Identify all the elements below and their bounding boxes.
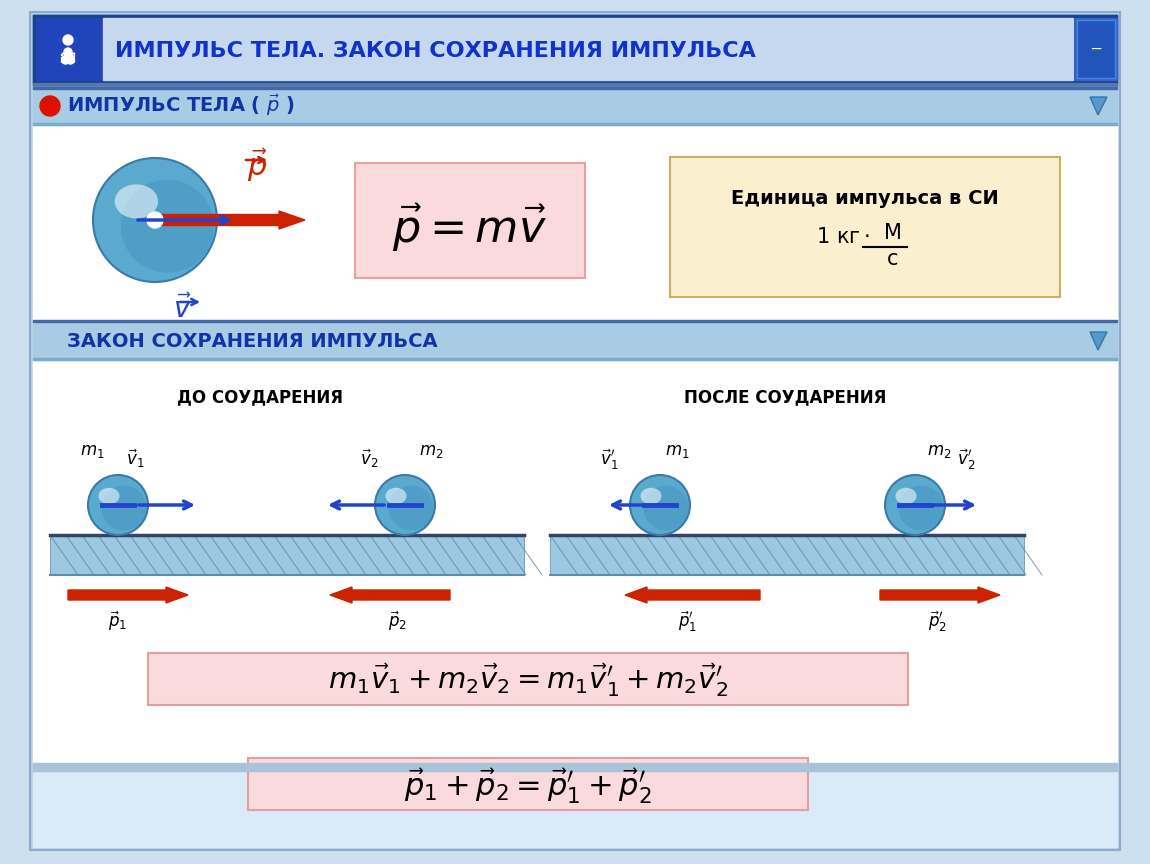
Text: ─: ─ <box>1091 42 1101 57</box>
Text: с: с <box>888 249 899 269</box>
FancyArrow shape <box>624 587 760 603</box>
Text: ЗАКОН СОХРАНЕНИЯ ИМПУЛЬСА: ЗАКОН СОХРАНЕНИЯ ИМПУЛЬСА <box>67 332 438 351</box>
Text: $\vec{p}_1'$: $\vec{p}_1'$ <box>678 609 698 634</box>
Circle shape <box>147 212 163 228</box>
Text: $\vec{v}_2$: $\vec{v}_2$ <box>360 448 378 470</box>
Text: М: М <box>884 223 902 243</box>
Circle shape <box>67 56 75 64</box>
Ellipse shape <box>641 488 661 505</box>
Bar <box>33 123 1117 125</box>
Ellipse shape <box>898 486 943 530</box>
Bar <box>670 157 1060 297</box>
Ellipse shape <box>99 488 120 505</box>
Bar <box>33 320 1117 322</box>
Text: $\vec{v}$: $\vec{v}$ <box>172 295 192 324</box>
Bar <box>1078 20 1115 78</box>
Bar <box>355 163 585 278</box>
Circle shape <box>40 96 60 116</box>
Text: $\vec{p}$: $\vec{p}$ <box>247 147 268 184</box>
Text: $\vec{p}_1 + \vec{p}_2 = \vec{p}_1' + \vec{p}_2'$: $\vec{p}_1 + \vec{p}_2 = \vec{p}_1' + \v… <box>404 766 652 806</box>
Text: $\vec{p}_2$: $\vec{p}_2$ <box>389 609 407 633</box>
Text: $\vec{p}_1$: $\vec{p}_1$ <box>108 609 128 633</box>
Text: ▓▓: ▓▓ <box>61 53 76 63</box>
Text: ДО СОУДАРЕНИЯ: ДО СОУДАРЕНИЯ <box>177 388 343 406</box>
Bar <box>33 87 1117 89</box>
Bar <box>33 83 1117 87</box>
Text: $1\ \text{кг} \cdot$: $1\ \text{кг} \cdot$ <box>816 227 871 247</box>
Text: $\vec{v}_1$: $\vec{v}_1$ <box>126 448 145 470</box>
Bar <box>33 763 1117 771</box>
Ellipse shape <box>644 486 689 530</box>
Bar <box>36 18 101 80</box>
Polygon shape <box>1090 97 1107 115</box>
Text: ИМПУЛЬС ТЕЛА. ЗАКОН СОХРАНЕНИЯ ИМПУЛЬСА: ИМПУЛЬС ТЕЛА. ЗАКОН СОХРАНЕНИЯ ИМПУЛЬСА <box>115 41 756 61</box>
FancyArrow shape <box>880 587 1000 603</box>
Ellipse shape <box>375 475 435 535</box>
Text: $m_2$: $m_2$ <box>927 442 951 460</box>
Polygon shape <box>1090 332 1107 350</box>
Text: $\vec{p} = m\vec{v}$: $\vec{p} = m\vec{v}$ <box>392 202 547 254</box>
Ellipse shape <box>115 184 158 219</box>
Bar <box>33 15 1117 83</box>
Bar <box>33 87 1117 125</box>
Text: $\vec{v}_1'$: $\vec{v}_1'$ <box>600 448 619 472</box>
Circle shape <box>62 56 70 64</box>
Text: ИМПУЛЬС ТЕЛА ( $\vec{p}$ ): ИМПУЛЬС ТЕЛА ( $\vec{p}$ ) <box>67 92 296 118</box>
Bar <box>550 535 1024 575</box>
FancyArrow shape <box>160 211 305 229</box>
Ellipse shape <box>886 475 945 535</box>
Bar <box>33 322 1117 360</box>
Text: $m_1 \vec{v}_1 + m_2 \vec{v}_2 = m_1 \vec{v}_1' + m_2 \vec{v}_2'$: $m_1 \vec{v}_1 + m_2 \vec{v}_2 = m_1 \ve… <box>328 661 728 699</box>
Ellipse shape <box>121 180 214 273</box>
Ellipse shape <box>385 488 406 505</box>
Bar <box>248 758 808 810</box>
Ellipse shape <box>101 486 146 530</box>
Bar <box>104 18 1073 80</box>
Bar <box>33 15 1117 85</box>
Bar <box>1075 18 1117 80</box>
Bar <box>33 358 1117 360</box>
FancyArrow shape <box>330 587 450 603</box>
Ellipse shape <box>89 475 148 535</box>
FancyArrow shape <box>68 587 187 603</box>
Text: $\vec{v}_2'$: $\vec{v}_2'$ <box>957 448 975 472</box>
Circle shape <box>63 35 72 45</box>
Text: $\vec{p}_2'$: $\vec{p}_2'$ <box>928 609 948 634</box>
Text: $m_2$: $m_2$ <box>419 442 444 460</box>
Text: ПОСЛЕ СОУДАРЕНИЯ: ПОСЛЕ СОУДАРЕНИЯ <box>684 388 887 406</box>
Bar <box>49 535 524 575</box>
Text: $m_1$: $m_1$ <box>81 442 105 460</box>
Ellipse shape <box>389 486 434 530</box>
Ellipse shape <box>630 475 690 535</box>
Bar <box>148 653 909 705</box>
Ellipse shape <box>93 158 217 282</box>
Bar <box>33 360 1117 765</box>
Text: $m_1$: $m_1$ <box>665 442 690 460</box>
Bar <box>33 125 1117 320</box>
Circle shape <box>64 48 72 56</box>
Ellipse shape <box>896 488 917 505</box>
Text: Единица импульса в СИ: Единица импульса в СИ <box>731 189 999 208</box>
